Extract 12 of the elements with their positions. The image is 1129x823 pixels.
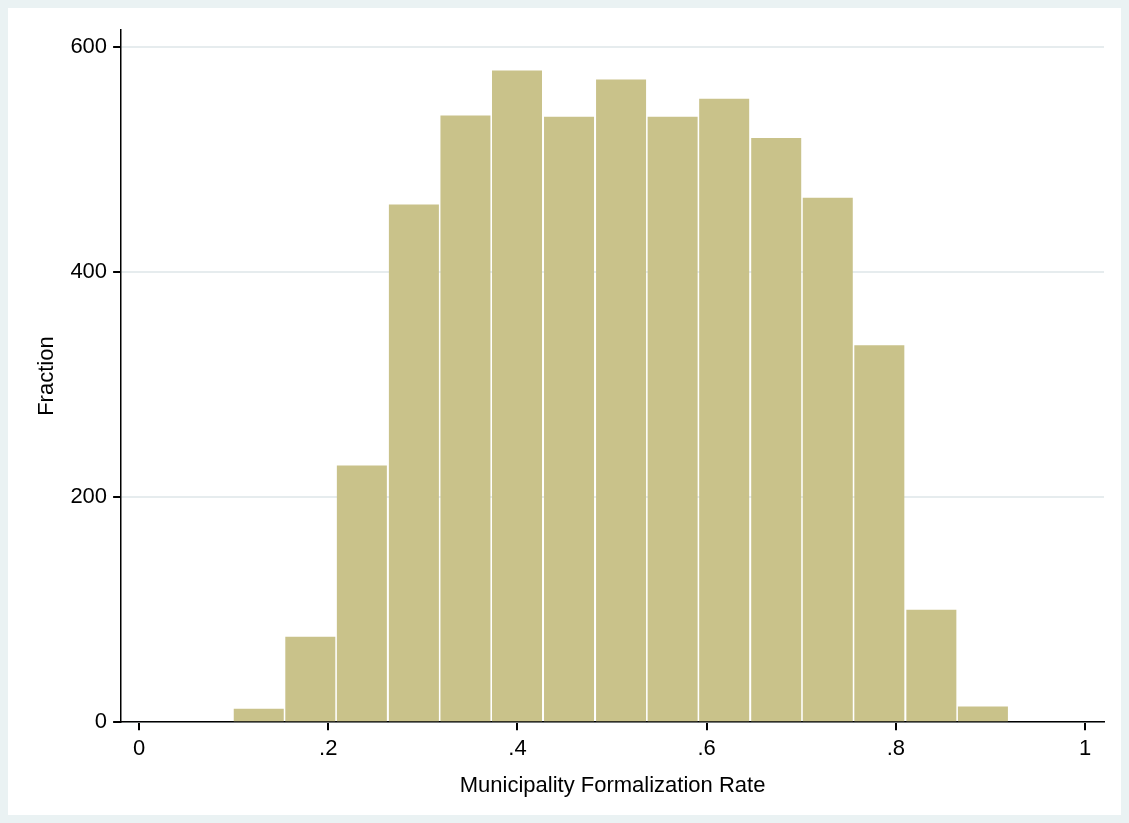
x-tick-label: 1 (1078, 735, 1092, 761)
y-tick-label: 600 (70, 32, 108, 58)
x-tick-label: .4 (508, 735, 527, 761)
x-tick-label: 0 (132, 735, 146, 761)
x-tick-label: .2 (319, 735, 338, 761)
x-tick-label: .6 (697, 735, 716, 761)
x-tick-label: .8 (886, 735, 906, 761)
y-tick-label: 200 (70, 483, 108, 509)
y-tick-label: 400 (70, 258, 108, 284)
y-axis-title: Fraction (33, 336, 59, 416)
x-axis-title: Municipality Formalization Rate (459, 771, 766, 797)
y-tick-label: 0 (94, 708, 108, 734)
